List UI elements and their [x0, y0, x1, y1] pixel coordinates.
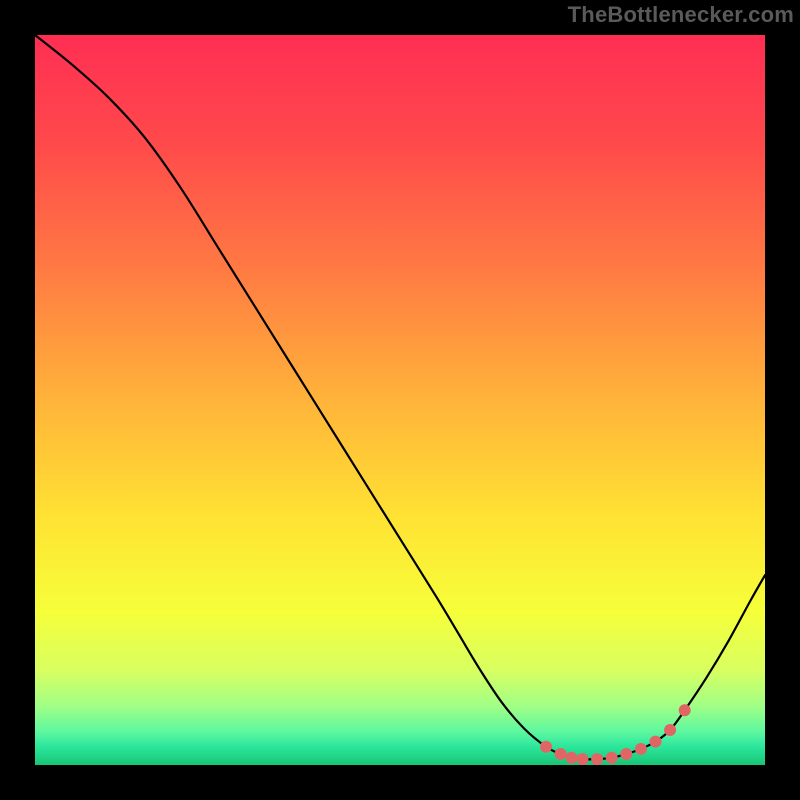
curve-marker — [606, 752, 618, 764]
chart-svg — [0, 0, 800, 800]
curve-marker — [540, 741, 552, 753]
curve-marker — [679, 704, 691, 716]
curve-marker — [566, 752, 578, 764]
curve-marker — [555, 748, 567, 760]
plot-area — [35, 35, 765, 765]
curve-marker — [635, 743, 647, 755]
curve-marker — [664, 724, 676, 736]
curve-marker — [577, 753, 589, 765]
chart-root: TheBottlenecker.com — [0, 0, 800, 800]
attribution-label: TheBottlenecker.com — [568, 2, 794, 28]
curve-marker — [591, 753, 603, 765]
curve-marker — [650, 736, 662, 748]
curve-marker — [620, 748, 632, 760]
